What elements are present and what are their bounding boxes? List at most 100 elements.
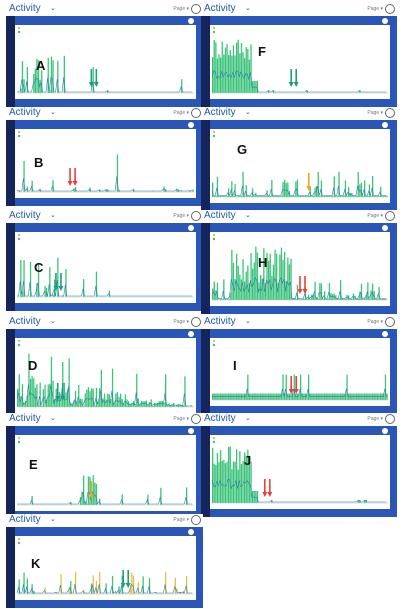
- activity-dropdown[interactable]: Activity: [204, 3, 236, 14]
- chevron-down-icon[interactable]: ⌄: [50, 516, 56, 523]
- activity-bar: [263, 393, 265, 400]
- activity-bar: [52, 294, 54, 297]
- settings-icon[interactable]: [382, 122, 388, 128]
- chevron-down-icon[interactable]: ⌄: [245, 5, 251, 12]
- activity-bar: [309, 298, 311, 300]
- activity-bar: [380, 298, 382, 300]
- activity-bar: [224, 47, 227, 93]
- activity-bar: [261, 278, 263, 300]
- clock-icon[interactable]: [191, 515, 201, 525]
- legend-marker: [17, 343, 21, 347]
- activity-bar: [142, 576, 144, 594]
- settings-icon[interactable]: [188, 18, 194, 24]
- plot-area: [15, 536, 196, 600]
- activity-dropdown[interactable]: Activity: [204, 413, 236, 424]
- activity-dropdown[interactable]: Activity: [9, 3, 41, 14]
- activity-bar: [277, 195, 279, 197]
- panel-header: Activity ⌄ Page ▾: [201, 316, 397, 329]
- settings-icon[interactable]: [188, 225, 194, 231]
- activity-dropdown[interactable]: Activity: [9, 514, 41, 525]
- activity-bar: [264, 393, 267, 400]
- activity-dropdown[interactable]: Activity: [9, 210, 41, 221]
- activity-dropdown[interactable]: Activity: [204, 210, 236, 221]
- activity-bar: [293, 298, 295, 300]
- page-selector[interactable]: Page ▾: [173, 517, 189, 523]
- page-selector[interactable]: Page ▾: [367, 319, 383, 325]
- activity-bar: [381, 195, 383, 197]
- chevron-down-icon[interactable]: ⌄: [50, 318, 56, 325]
- activity-bar: [341, 393, 343, 400]
- settings-icon[interactable]: [382, 18, 388, 24]
- activity-dropdown[interactable]: Activity: [9, 413, 41, 424]
- chevron-down-icon[interactable]: ⌄: [245, 109, 251, 116]
- clock-icon[interactable]: [191, 414, 201, 424]
- chevron-down-icon[interactable]: ⌄: [50, 212, 56, 219]
- page-selector[interactable]: Page ▾: [173, 110, 189, 116]
- clock-icon[interactable]: [191, 108, 201, 118]
- activity-bar: [26, 67, 28, 93]
- activity-bar: [23, 161, 25, 192]
- chevron-down-icon[interactable]: ⌄: [245, 212, 251, 219]
- page-selector[interactable]: Page ▾: [173, 319, 189, 325]
- activity-dropdown[interactable]: Activity: [204, 316, 236, 327]
- activity-bar: [220, 450, 222, 503]
- activity-chart: [6, 426, 203, 519]
- page-selector[interactable]: Page ▾: [173, 6, 189, 12]
- activity-bar: [260, 274, 262, 300]
- chevron-down-icon[interactable]: ⌄: [50, 109, 56, 116]
- activity-bar: [218, 393, 220, 400]
- clock-icon[interactable]: [385, 317, 395, 327]
- activity-bar: [89, 476, 91, 505]
- clock-icon[interactable]: [191, 211, 201, 221]
- activity-dropdown[interactable]: Activity: [204, 107, 236, 118]
- activity-bar: [338, 171, 340, 197]
- settings-icon[interactable]: [382, 428, 388, 434]
- activity-bar: [110, 399, 112, 407]
- activity-bar: [216, 282, 219, 300]
- activity-bar: [118, 586, 120, 594]
- activity-bar: [279, 254, 281, 300]
- legend-marker: [212, 440, 216, 444]
- page-selector[interactable]: Page ▾: [367, 6, 383, 12]
- activity-dropdown[interactable]: Activity: [9, 316, 41, 327]
- activity-bar: [150, 399, 152, 407]
- chevron-down-icon[interactable]: ⌄: [245, 415, 251, 422]
- activity-panel-f: Activity ⌄ Page ▾ F: [201, 3, 397, 107]
- clock-icon[interactable]: [385, 4, 395, 14]
- settings-icon[interactable]: [188, 122, 194, 128]
- activity-bar: [66, 389, 69, 407]
- activity-bar: [256, 393, 259, 400]
- activity-bar: [301, 298, 303, 300]
- settings-icon[interactable]: [382, 225, 388, 231]
- settings-icon[interactable]: [188, 529, 194, 535]
- activity-bar: [359, 291, 361, 300]
- activity-bar: [250, 393, 252, 400]
- activity-bar: [260, 195, 262, 197]
- clock-icon[interactable]: [191, 317, 201, 327]
- activity-bar: [218, 195, 220, 197]
- page-selector[interactable]: Page ▾: [367, 110, 383, 116]
- activity-dropdown[interactable]: Activity: [9, 107, 41, 118]
- clock-icon[interactable]: [385, 414, 395, 424]
- activity-bar: [221, 393, 223, 400]
- clock-icon[interactable]: [385, 211, 395, 221]
- activity-bar: [384, 298, 387, 300]
- page-selector[interactable]: Page ▾: [367, 213, 383, 219]
- clock-icon[interactable]: [191, 4, 201, 14]
- activity-bar: [248, 195, 251, 197]
- page-selector[interactable]: Page ▾: [367, 416, 383, 422]
- chevron-down-icon[interactable]: ⌄: [245, 318, 251, 325]
- chevron-down-icon[interactable]: ⌄: [50, 5, 56, 12]
- clock-icon[interactable]: [385, 108, 395, 118]
- settings-icon[interactable]: [188, 331, 194, 337]
- activity-bar: [244, 195, 246, 197]
- chevron-down-icon[interactable]: ⌄: [50, 415, 56, 422]
- page-selector[interactable]: Page ▾: [173, 416, 189, 422]
- settings-icon[interactable]: [382, 331, 388, 337]
- activity-chart: [6, 527, 203, 608]
- plot-area: [210, 435, 390, 509]
- activity-bar: [298, 393, 300, 400]
- activity-bar: [165, 572, 167, 594]
- page-selector[interactable]: Page ▾: [173, 213, 189, 219]
- settings-icon[interactable]: [188, 428, 194, 434]
